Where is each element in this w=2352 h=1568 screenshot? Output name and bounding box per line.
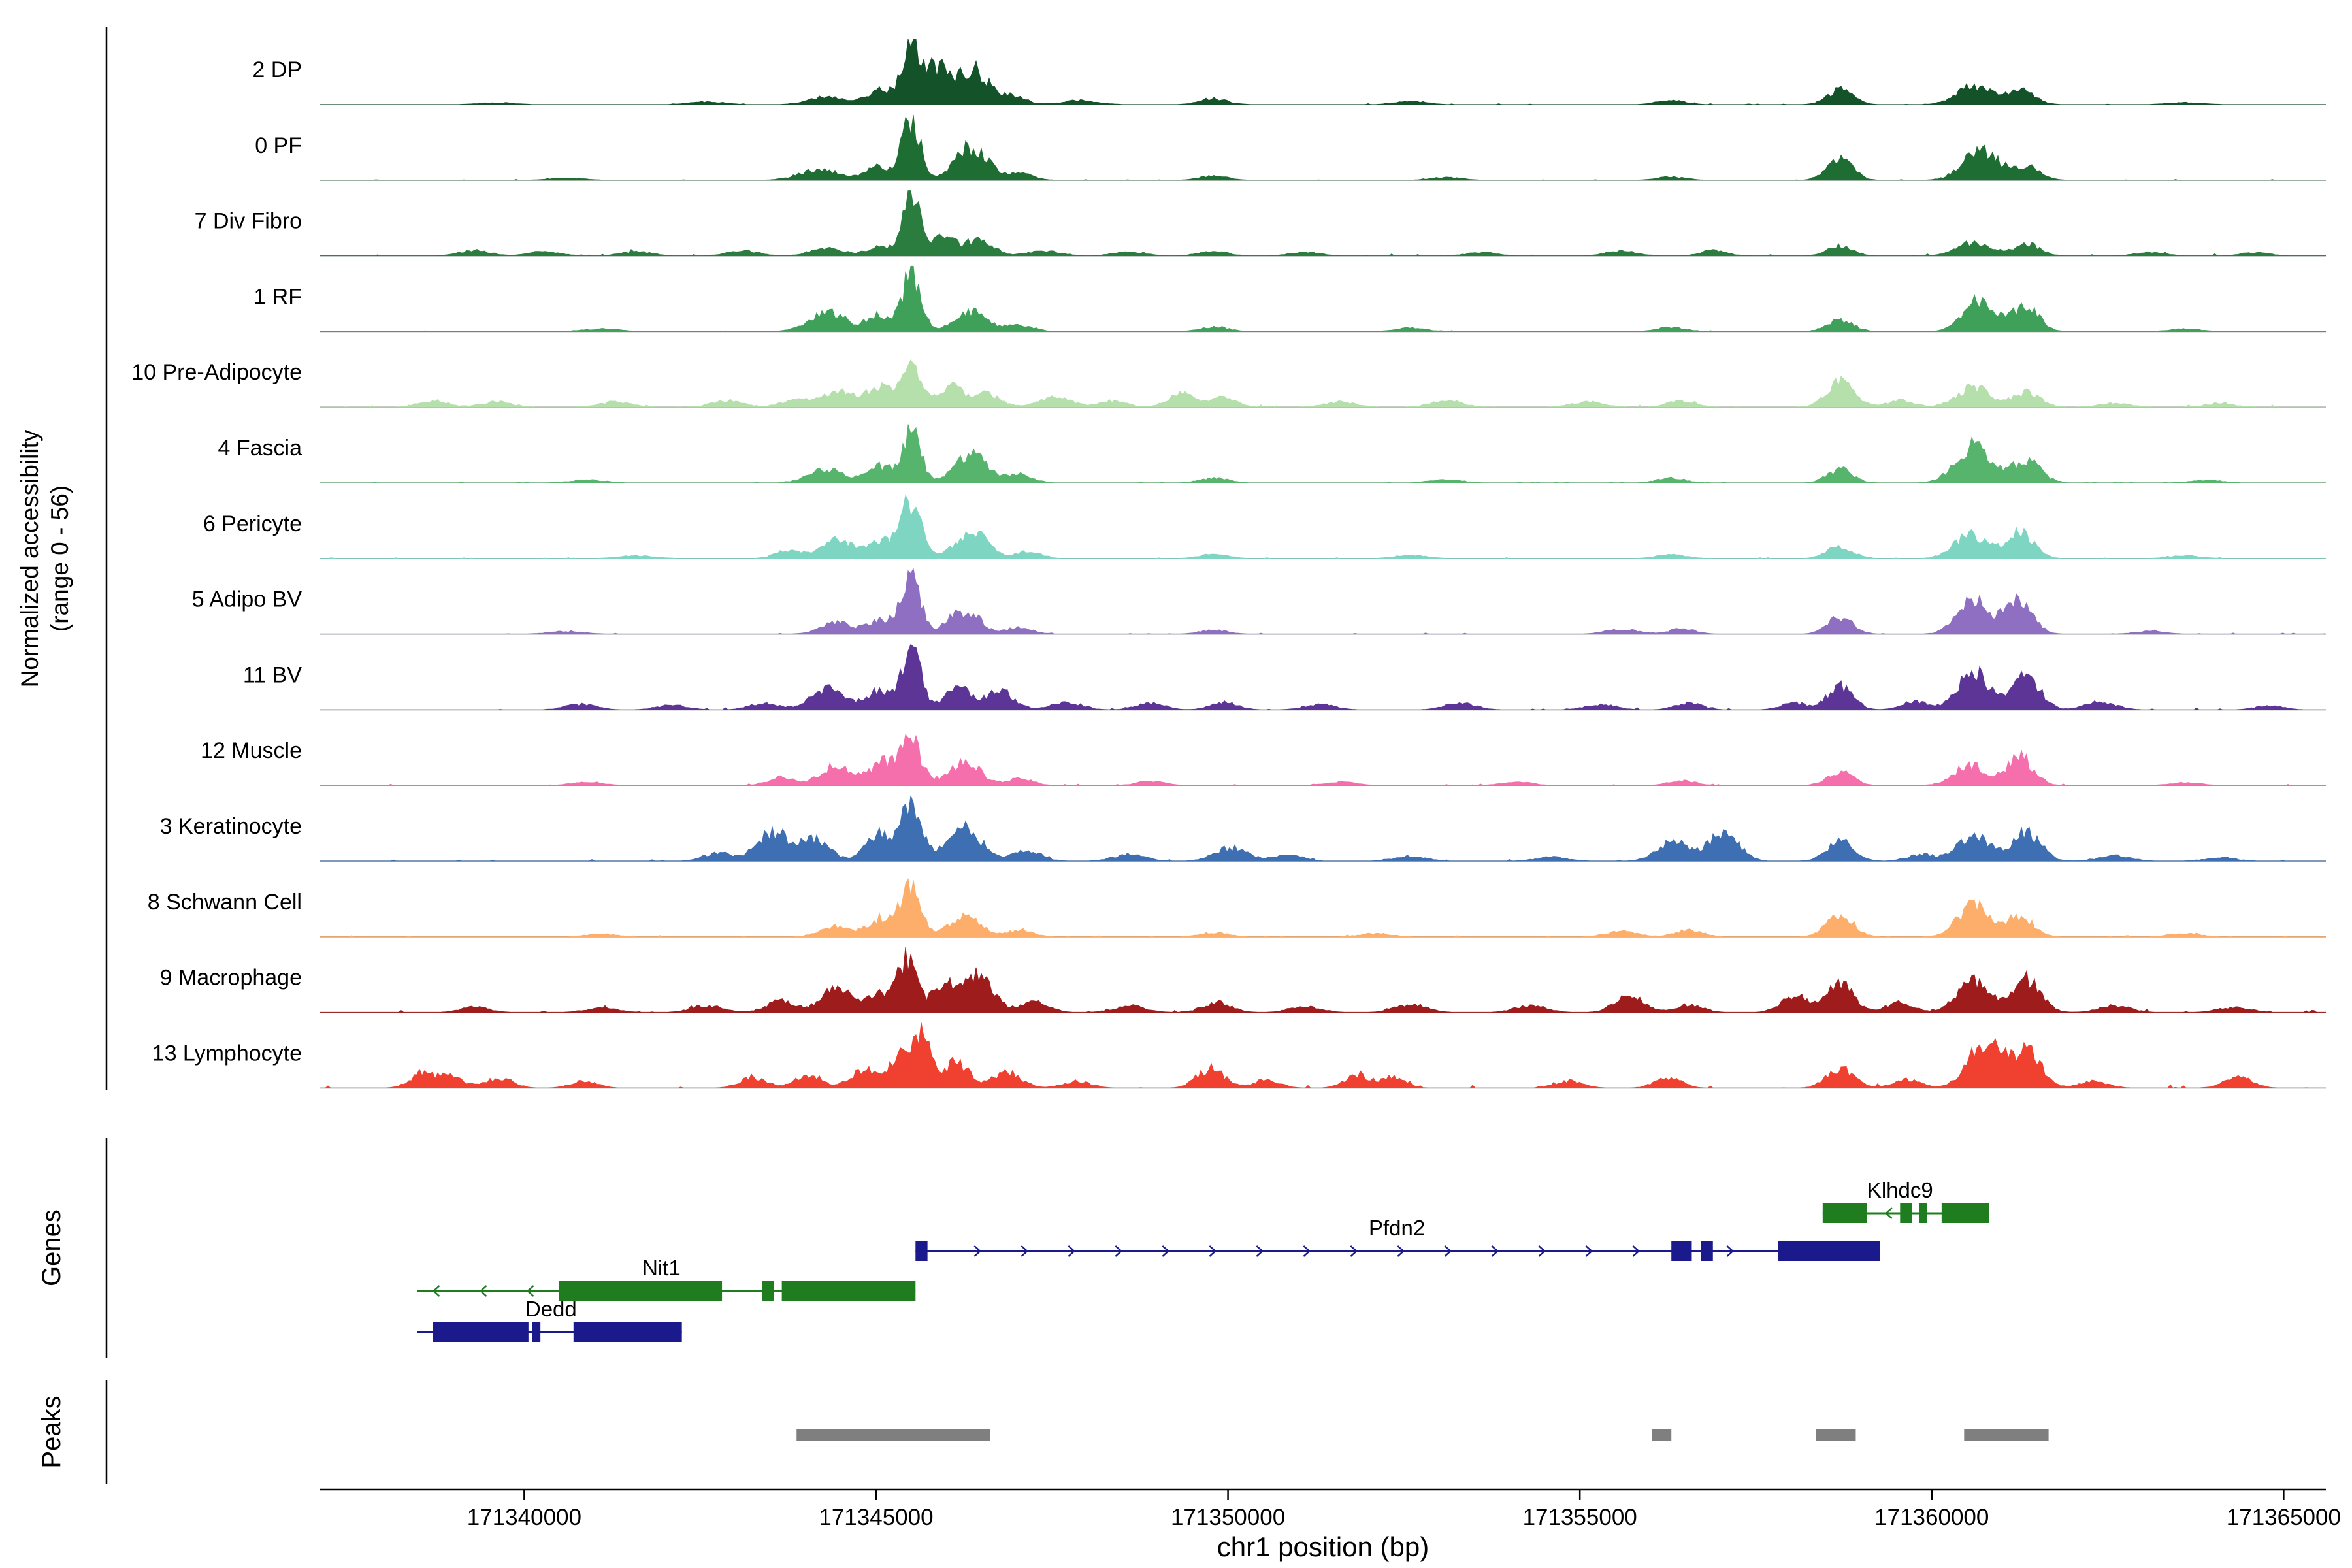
track-signal — [320, 644, 2326, 710]
track-label: 1 RF — [253, 284, 302, 309]
strand-arrow-icon — [479, 1285, 487, 1297]
x-tick-label: 171350000 — [1171, 1505, 1285, 1530]
track-signal — [320, 795, 2326, 862]
gene-exon — [781, 1281, 916, 1301]
gene-exon — [762, 1281, 774, 1301]
track-label: 8 Schwann Cell — [148, 890, 302, 915]
peak-region — [1964, 1429, 2049, 1441]
strand-arrow-icon — [1884, 1207, 1893, 1219]
gene-exon — [1778, 1241, 1880, 1261]
peak-region — [1816, 1429, 1856, 1441]
gene-exon — [532, 1322, 541, 1342]
gene-exon — [433, 1322, 529, 1342]
track-label: 12 Muscle — [201, 738, 302, 763]
strand-arrow-icon — [1397, 1245, 1405, 1257]
x-tick-label: 171345000 — [819, 1505, 933, 1530]
strand-arrow-icon — [1209, 1245, 1217, 1257]
track-signal — [320, 190, 2326, 257]
x-tick-label: 171360000 — [1874, 1505, 1989, 1530]
strand-arrow-icon — [1303, 1245, 1311, 1257]
track-label: 11 BV — [243, 662, 302, 687]
track-signal — [320, 265, 2326, 332]
x-tick-label: 171365000 — [2227, 1505, 2341, 1530]
strand-arrow-icon — [973, 1245, 982, 1257]
peaks-track-area — [796, 1429, 2049, 1441]
x-tick-label: 171340000 — [467, 1505, 581, 1530]
strand-arrow-icon — [1256, 1245, 1264, 1257]
track-label: 6 Pericyte — [203, 512, 302, 536]
gene-label: Pfdn2 — [1369, 1216, 1425, 1240]
y-axis-label: Normalized accessibility — [16, 429, 43, 687]
track-label: 2 DP — [252, 57, 302, 82]
gene-models-area: Klhdc9 Pfdn2 Nit1 Dedd — [417, 1178, 1989, 1342]
track-signal — [320, 734, 2326, 786]
peak-region — [796, 1429, 990, 1441]
gene-exon — [915, 1241, 928, 1261]
strand-arrow-icon — [526, 1285, 534, 1297]
strand-arrow-icon — [1585, 1245, 1593, 1257]
strand-arrow-icon — [1726, 1245, 1735, 1257]
gene-exon — [1701, 1241, 1713, 1261]
track-signal — [320, 568, 2327, 635]
gene-label: Klhdc9 — [1867, 1178, 1933, 1202]
track-label: 0 PF — [255, 133, 302, 158]
track-signal — [320, 424, 2326, 483]
strand-arrow-icon — [1021, 1245, 1029, 1257]
peaks-section-label: Peaks — [37, 1396, 66, 1468]
track-signal — [320, 114, 2326, 181]
gene-exon — [559, 1281, 723, 1301]
strand-arrow-icon — [1538, 1245, 1546, 1257]
gene-exon — [1822, 1203, 1867, 1223]
strand-arrow-icon — [1350, 1245, 1358, 1257]
track-label: 4 Fascia — [218, 436, 302, 461]
gene-exon — [1671, 1241, 1692, 1261]
track-signal — [320, 1022, 2326, 1088]
x-axis: 171340000 171345000 171350000 171355000 1713… — [320, 1488, 2341, 1530]
track-label: 9 Macrophage — [160, 966, 302, 990]
track-label: 5 Adipo BV — [192, 587, 302, 612]
strand-arrow-icon — [432, 1285, 440, 1297]
gene-label: Nit1 — [642, 1256, 681, 1280]
strand-arrow-icon — [1444, 1245, 1452, 1257]
accessibility-tracks-area: 2 DP 0 PF 7 Div Fibro 1 RF 10 Pre-Adipocyte 4… — [131, 39, 2327, 1089]
track-label: 3 Keratinocyte — [160, 814, 302, 839]
x-tick-label: 171355000 — [1523, 1505, 1637, 1530]
strand-arrow-icon — [1162, 1245, 1170, 1257]
strand-arrow-icon — [1491, 1245, 1499, 1257]
gene-label: Dedd — [525, 1297, 577, 1321]
gene-exon — [1941, 1203, 1989, 1223]
track-signal — [320, 359, 2326, 408]
x-axis-title: chr1 position (bp) — [1217, 1531, 1429, 1562]
track-signal — [320, 39, 2326, 105]
track-label: 7 Div Fibro — [195, 209, 302, 234]
track-signal — [320, 494, 2326, 559]
strand-arrow-icon — [1632, 1245, 1641, 1257]
genes-section-label: Genes — [37, 1209, 66, 1286]
track-label: 10 Pre-Adipocyte — [131, 360, 302, 385]
track-signal — [320, 947, 2326, 1013]
strand-arrow-icon — [1068, 1245, 1076, 1257]
track-label: 13 Lymphocyte — [152, 1041, 302, 1066]
y-axis-label-range: (range 0 - 56) — [46, 485, 73, 632]
gene-exon — [1900, 1203, 1912, 1223]
strand-arrow-icon — [1115, 1245, 1123, 1257]
gene-exon — [573, 1322, 682, 1342]
gene-exon — [1919, 1203, 1927, 1223]
track-signal — [320, 877, 2326, 938]
peak-region — [1652, 1429, 1672, 1441]
